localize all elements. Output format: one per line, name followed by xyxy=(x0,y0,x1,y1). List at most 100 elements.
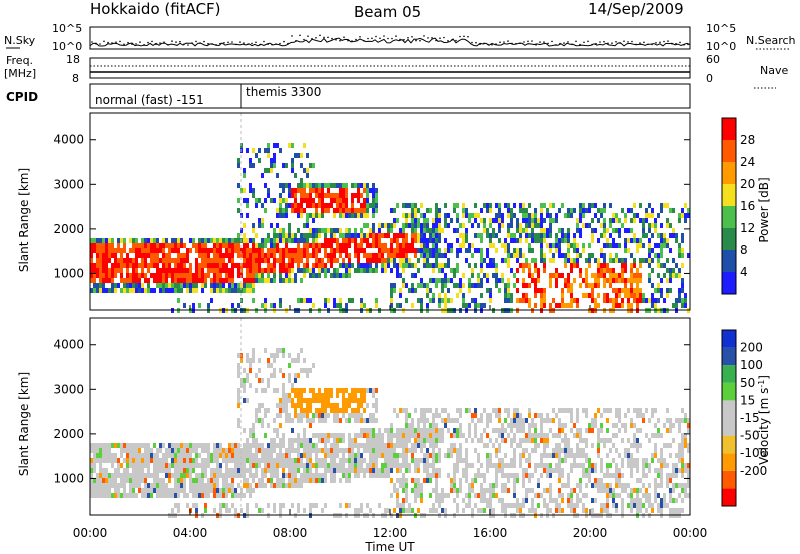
echo-cell xyxy=(564,458,567,463)
echo-cell xyxy=(165,468,168,473)
echo-cell xyxy=(150,273,153,278)
echo-cell xyxy=(483,428,486,433)
nsearch-point xyxy=(503,41,505,43)
echo-cell xyxy=(483,508,486,513)
echo-cell xyxy=(582,243,585,248)
colorbar-tick-label: -100 xyxy=(740,446,767,460)
echo-cell xyxy=(168,263,171,268)
echo-cell xyxy=(558,253,561,258)
echo-cell xyxy=(261,258,264,263)
echo-cell xyxy=(288,393,291,398)
echo-cell xyxy=(186,273,189,278)
echo-cell xyxy=(396,438,399,443)
echo-cell xyxy=(321,228,324,233)
echo-cell xyxy=(447,213,450,218)
freq-panel-frame xyxy=(89,57,691,79)
echo-cell xyxy=(618,303,621,308)
echo-cell xyxy=(405,428,408,433)
echo-cell xyxy=(150,253,153,258)
echo-cell xyxy=(141,473,144,478)
echo-cell xyxy=(177,488,180,493)
echo-cell xyxy=(165,488,168,493)
echo-cell xyxy=(384,223,387,228)
echo-cell xyxy=(144,243,147,248)
echo-cell xyxy=(288,248,291,253)
echo-cell xyxy=(552,243,555,248)
echo-cell xyxy=(489,263,492,268)
echo-cell xyxy=(459,478,462,483)
echo-cell xyxy=(447,413,450,418)
echo-cell xyxy=(279,213,282,218)
echo-cell xyxy=(276,143,279,148)
echo-cell xyxy=(294,248,297,253)
echo-cell xyxy=(204,503,207,508)
echo-cell xyxy=(375,198,378,203)
echo-cell xyxy=(504,258,507,263)
nsearch-label: N.Search xyxy=(746,34,796,47)
echo-cell xyxy=(573,453,576,458)
nsearch-point xyxy=(551,40,553,43)
x-axis-label: Time UT xyxy=(364,540,415,554)
echo-cell xyxy=(252,433,255,438)
echo-cell xyxy=(441,438,444,443)
echo-cell xyxy=(393,208,396,213)
echo-cell xyxy=(549,498,552,503)
colorbar-swatch xyxy=(722,470,736,489)
echo-cell xyxy=(237,393,240,398)
echo-cell xyxy=(342,233,345,238)
echo-cell xyxy=(282,458,285,463)
echo-cell xyxy=(567,453,570,458)
echo-cell xyxy=(189,263,192,268)
echo-cell xyxy=(333,298,336,303)
echo-cell xyxy=(477,453,480,458)
echo-cell xyxy=(672,258,675,263)
echo-cell xyxy=(114,258,117,263)
echo-cell xyxy=(324,233,327,238)
echo-cell xyxy=(279,458,282,463)
echo-cell xyxy=(327,398,330,403)
echo-cell xyxy=(591,273,594,278)
echo-cell xyxy=(489,298,492,303)
echo-cell xyxy=(666,223,669,228)
echo-cell xyxy=(678,248,681,253)
echo-cell xyxy=(567,408,570,413)
echo-cell xyxy=(558,473,561,478)
echo-cell xyxy=(312,398,315,403)
echo-cell xyxy=(252,428,255,433)
echo-cell xyxy=(252,263,255,268)
echo-cell xyxy=(297,188,300,193)
echo-cell xyxy=(102,458,105,463)
echo-cell xyxy=(318,433,321,438)
echo-cell xyxy=(540,293,543,298)
echo-cell xyxy=(93,273,96,278)
echo-cell xyxy=(426,263,429,268)
echo-cell xyxy=(255,473,258,478)
echo-cell xyxy=(435,488,438,493)
echo-cell xyxy=(375,243,378,248)
echo-cell xyxy=(180,443,183,448)
echo-cell xyxy=(174,263,177,268)
echo-cell xyxy=(411,228,414,233)
echo-cell xyxy=(162,478,165,483)
echo-cell xyxy=(567,443,570,448)
echo-cell xyxy=(444,508,447,513)
echo-cell xyxy=(273,163,276,168)
echo-cell xyxy=(171,273,174,278)
echo-cell xyxy=(666,243,669,248)
echo-cell xyxy=(222,253,225,258)
echo-cell xyxy=(294,203,297,208)
echo-cell xyxy=(606,468,609,473)
echo-cell xyxy=(582,438,585,443)
echo-cell xyxy=(483,478,486,483)
echo-cell xyxy=(255,198,258,203)
echo-cell xyxy=(111,263,114,268)
echo-cell xyxy=(633,463,636,468)
echo-cell xyxy=(315,203,318,208)
echo-cell xyxy=(525,283,528,288)
echo-cell xyxy=(687,463,690,468)
echo-cell xyxy=(483,223,486,228)
echo-cell xyxy=(516,408,519,413)
echo-cell xyxy=(99,278,102,283)
echo-cell xyxy=(120,463,123,468)
echo-cell xyxy=(339,418,342,423)
